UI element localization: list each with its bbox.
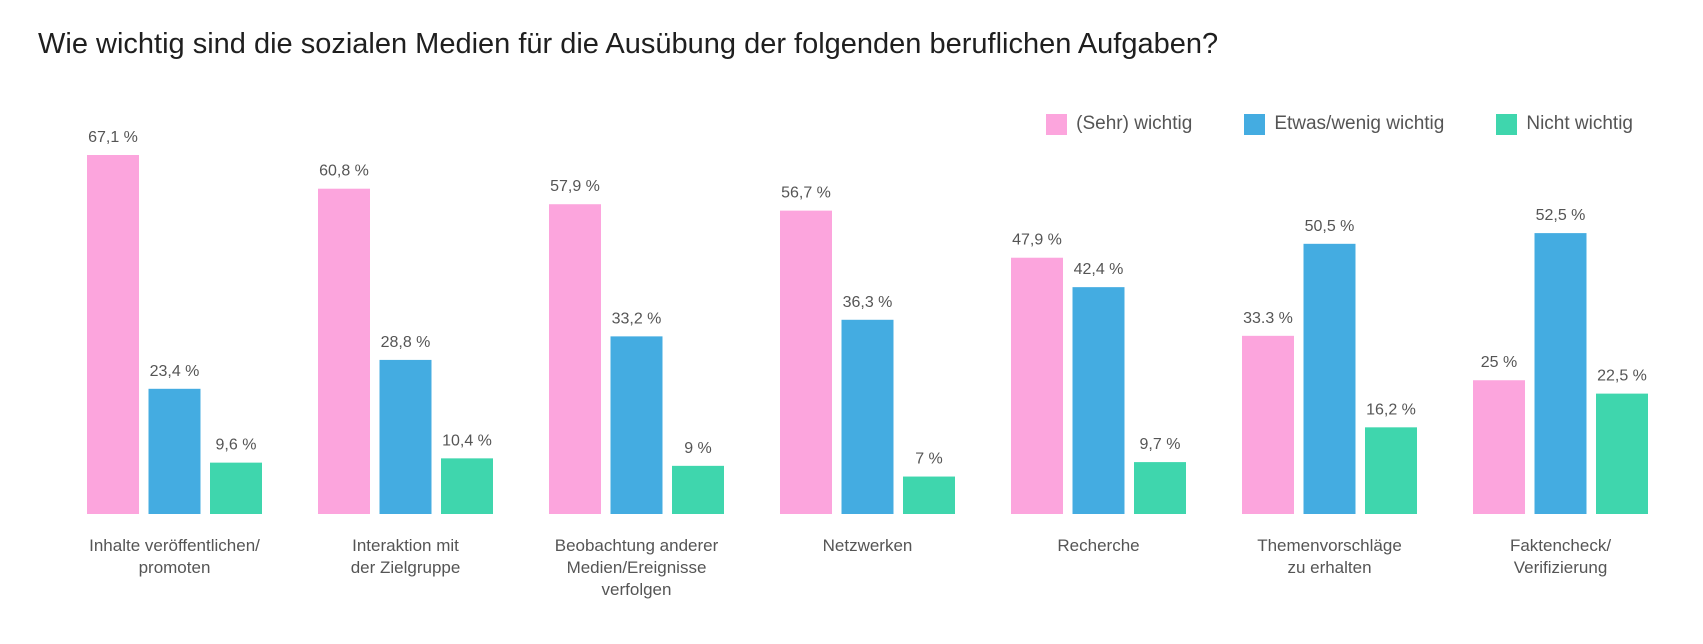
- bar-beobachtung-anderer-medien-ereignisse-verfolgen-sehr-wichtig: [549, 204, 601, 515]
- bar-themenvorschläge-zu-erhalten-etwas-wenig-wichtig: [1303, 243, 1356, 514]
- legend-label: (Sehr) wichtig: [1076, 113, 1193, 134]
- bar-themenvorschläge-zu-erhalten-nicht-wichtig: [1365, 427, 1417, 514]
- data-label: 9,6 %: [216, 437, 257, 454]
- data-label: 23,4 %: [150, 363, 200, 380]
- data-label: 33,2 %: [612, 310, 662, 327]
- legend-label: Nicht wichtig: [1526, 113, 1633, 134]
- category-label: Recherche: [1057, 536, 1139, 555]
- bar-beobachtung-anderer-medien-ereignisse-verfolgen-etwas-wenig-wichtig: [610, 336, 663, 514]
- data-label: 16,2 %: [1366, 401, 1416, 418]
- category-label: Netzwerken: [823, 536, 913, 555]
- data-label: 10,4 %: [442, 432, 492, 449]
- data-label: 22,5 %: [1597, 368, 1647, 385]
- bar-inhalte-veröffentlichen-promoten-nicht-wichtig: [210, 462, 262, 514]
- bar-interaktion-mit-der-zielgruppe-sehr-wichtig: [318, 188, 370, 514]
- data-label: 25 %: [1481, 354, 1517, 371]
- data-label: 36,3 %: [843, 294, 893, 311]
- bar-themenvorschläge-zu-erhalten-sehr-wichtig: [1242, 335, 1294, 514]
- bar-netzwerken-etwas-wenig-wichtig: [841, 319, 894, 514]
- bar-inhalte-veröffentlichen-promoten-etwas-wenig-wichtig: [148, 388, 201, 514]
- bar-netzwerken-sehr-wichtig: [780, 210, 832, 514]
- data-label: 42,4 %: [1074, 261, 1124, 278]
- bar-interaktion-mit-der-zielgruppe-nicht-wichtig: [441, 458, 493, 514]
- bar-netzwerken-nicht-wichtig: [903, 476, 955, 514]
- data-label: 56,7 %: [781, 185, 831, 202]
- legend-swatch: [1496, 113, 1518, 135]
- category-label: Interaktion mit der Zielgruppe: [351, 536, 461, 577]
- legend-item-etwas-wenig-wichtig: Etwas/wenig wichtig: [1244, 113, 1444, 135]
- data-label: 9 %: [684, 440, 712, 457]
- legend-item-nicht-wichtig: Nicht wichtig: [1496, 113, 1633, 135]
- data-label: 47,9 %: [1012, 232, 1062, 249]
- category-label: Faktencheck/Verifizierung: [1510, 536, 1611, 577]
- data-label: 50,5 %: [1305, 218, 1355, 235]
- data-label: 7 %: [915, 451, 943, 468]
- data-label: 28,8 %: [381, 334, 431, 351]
- bar-faktencheck-verifizierung-etwas-wenig-wichtig: [1534, 233, 1587, 514]
- data-label: 52,5 %: [1536, 207, 1586, 224]
- legend: (Sehr) wichtig Etwas/wenig wichtig Nicht…: [1046, 113, 1633, 135]
- data-label: 67,1 %: [88, 129, 138, 146]
- data-label: 9,7 %: [1140, 436, 1181, 453]
- category-label: Inhalte veröffentlichen/promoten: [89, 536, 260, 577]
- category-label: Beobachtung anderer Medien/Ereignisse verf…: [555, 536, 719, 599]
- data-label: 60,8 %: [319, 163, 369, 180]
- data-label: 57,9 %: [550, 178, 600, 195]
- bar-interaktion-mit-der-zielgruppe-etwas-wenig-wichtig: [379, 359, 432, 514]
- chart-title: Wie wichtig sind die sozialen Medien für…: [38, 28, 1219, 60]
- bar-faktencheck-verifizierung-nicht-wichtig: [1596, 393, 1648, 514]
- data-label: 33.3 %: [1243, 310, 1293, 327]
- legend-swatch: [1046, 113, 1068, 135]
- bar-recherche-sehr-wichtig: [1011, 257, 1063, 514]
- legend-label: Etwas/wenig wichtig: [1274, 113, 1445, 134]
- bar-beobachtung-anderer-medien-ereignisse-verfolgen-nicht-wichtig: [672, 465, 724, 514]
- bar-recherche-nicht-wichtig: [1134, 462, 1186, 514]
- bar-inhalte-veröffentlichen-promoten-sehr-wichtig: [87, 155, 139, 514]
- legend-swatch: [1244, 113, 1266, 135]
- bar-recherche-etwas-wenig-wichtig: [1072, 287, 1125, 514]
- legend-item-sehr-wichtig: (Sehr) wichtig: [1046, 113, 1192, 135]
- category-label: Themenvorschläge zu erhalten: [1257, 536, 1402, 577]
- bar-faktencheck-verifizierung-sehr-wichtig: [1473, 380, 1525, 514]
